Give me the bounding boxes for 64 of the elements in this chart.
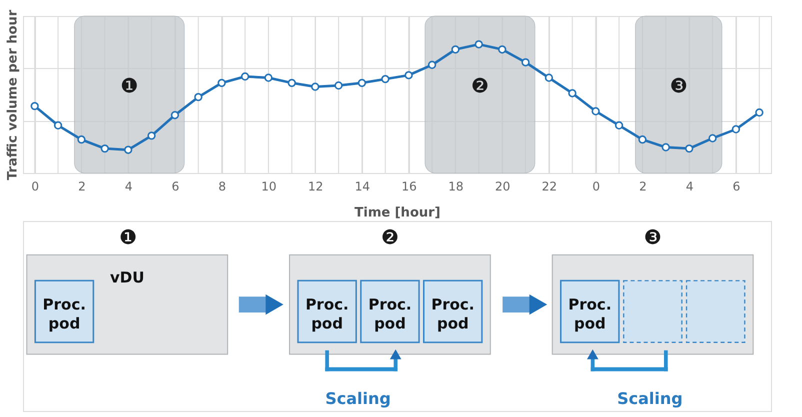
x-tick-label: 6 <box>732 180 740 194</box>
point <box>521 58 530 66</box>
text: ❷ <box>380 224 399 249</box>
x-axis-title: Time [hour] <box>354 206 440 220</box>
point <box>194 92 202 102</box>
point <box>334 81 343 90</box>
x-tick-label: 0 <box>592 180 600 194</box>
point <box>147 132 156 140</box>
point <box>170 110 180 120</box>
x-tick-label: 14 <box>354 180 370 194</box>
point <box>77 135 86 144</box>
text: Proc. pod <box>305 296 349 333</box>
x-tick-label: 6 <box>172 180 180 194</box>
band-label: ❶ <box>120 74 138 98</box>
point <box>638 135 647 144</box>
x-tick-label: 4 <box>124 180 133 194</box>
point <box>568 89 576 98</box>
text: Proc. pod <box>42 296 86 333</box>
point <box>358 78 366 88</box>
point <box>404 71 413 80</box>
band-label: ❷ <box>471 74 489 98</box>
point <box>54 121 62 130</box>
x-tick-label: 8 <box>218 180 226 194</box>
text: Proc. pod <box>368 296 412 333</box>
point <box>218 78 226 88</box>
point <box>264 74 273 82</box>
point <box>124 146 132 154</box>
point <box>100 144 109 153</box>
text: Scaling <box>617 389 683 408</box>
point <box>662 143 670 152</box>
point <box>240 72 250 81</box>
point <box>451 45 460 54</box>
text: ❸ <box>644 224 662 249</box>
point <box>732 125 740 134</box>
point <box>288 78 296 88</box>
point <box>311 82 320 91</box>
text: Scaling <box>325 389 391 408</box>
x-tick-label: 22 <box>542 180 558 194</box>
point <box>498 45 506 54</box>
point <box>614 121 624 130</box>
point <box>755 108 764 117</box>
point <box>381 74 390 84</box>
point <box>685 144 694 153</box>
text: vDU <box>110 268 144 287</box>
text: Proc. pod <box>568 296 612 333</box>
point <box>592 107 600 116</box>
band-label: ❸ <box>670 74 688 98</box>
text: Proc. pod <box>431 296 474 333</box>
point <box>428 60 436 69</box>
x-tick-label: 10 <box>261 180 277 194</box>
text: ❶ <box>119 224 138 249</box>
x-tick-label: 18 <box>448 180 464 194</box>
x-tick-label: 20 <box>495 180 510 194</box>
point <box>474 40 483 48</box>
point <box>708 134 717 142</box>
x-tick-label: 4 <box>686 180 694 194</box>
y-axis-title: Traffic volume per hour <box>6 9 20 180</box>
x-tick-label: 0 <box>31 180 40 194</box>
x-tick-label: 12 <box>308 180 324 194</box>
x-tick-label: 16 <box>402 180 417 194</box>
point <box>30 102 39 110</box>
x-tick-label: 2 <box>78 180 86 194</box>
point <box>544 74 554 82</box>
x-tick-label: 2 <box>639 180 647 194</box>
